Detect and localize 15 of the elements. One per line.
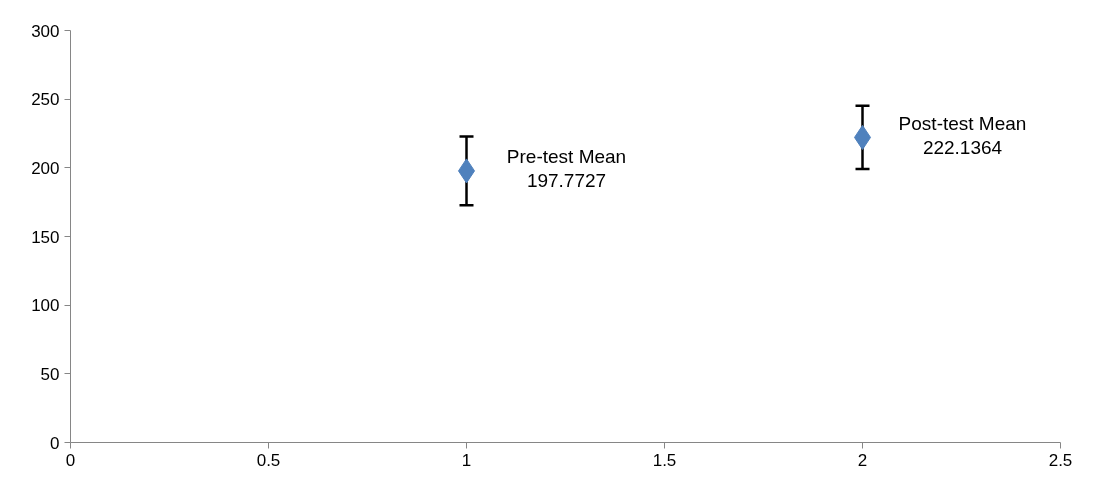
x-tick-label: 1.5: [652, 450, 677, 470]
y-tick-label: 200: [31, 158, 60, 178]
x-tick-label: 2.5: [1048, 450, 1073, 470]
x-tick-label: 1: [461, 450, 472, 470]
y-tick-label: 150: [31, 227, 60, 247]
annotation: Pre-test Mean 197.7727: [506, 146, 627, 192]
y-tick-label: 100: [31, 296, 60, 316]
y-tick-label: 300: [31, 21, 60, 41]
x-tick-label: 0.5: [256, 450, 281, 470]
x-tick-label: 2: [857, 450, 868, 470]
y-tick-label: 50: [40, 364, 60, 384]
y-tick-label: 250: [31, 90, 60, 110]
annotation: Post-test Mean 222.1364: [898, 112, 1027, 158]
y-tick-label: 0: [50, 433, 60, 453]
x-tick-label: 0: [65, 450, 76, 470]
